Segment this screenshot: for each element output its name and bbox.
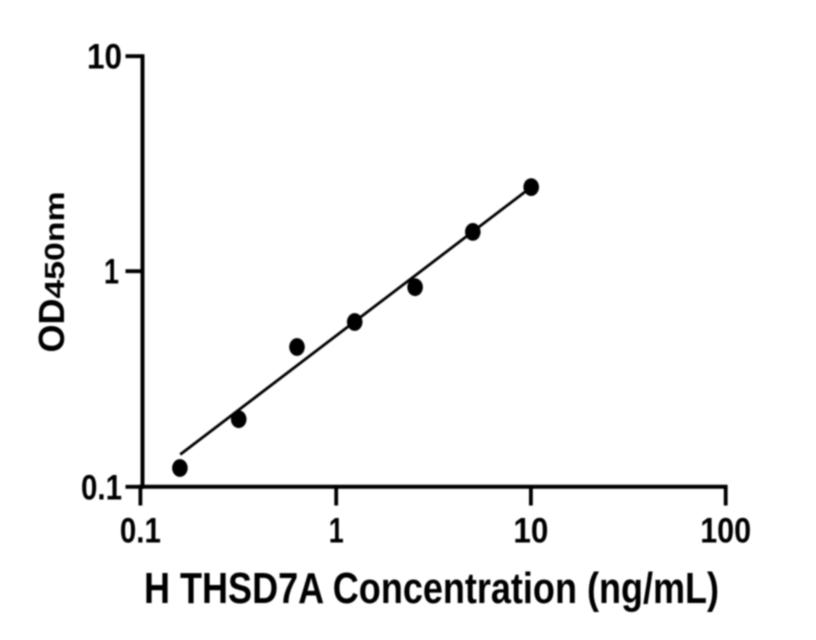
svg-text:OD450nm: OD450nm: [31, 192, 72, 353]
svg-text:1: 1: [104, 252, 119, 291]
svg-text:0.1: 0.1: [81, 468, 122, 507]
svg-text:10: 10: [513, 512, 548, 551]
svg-text:10: 10: [87, 37, 122, 76]
svg-text:0.1: 0.1: [120, 512, 161, 551]
svg-text:1: 1: [329, 512, 344, 551]
svg-text:100: 100: [700, 512, 751, 551]
svg-text:H THSD7A Concentration (ng/mL): H THSD7A Concentration (ng/mL): [144, 564, 719, 613]
